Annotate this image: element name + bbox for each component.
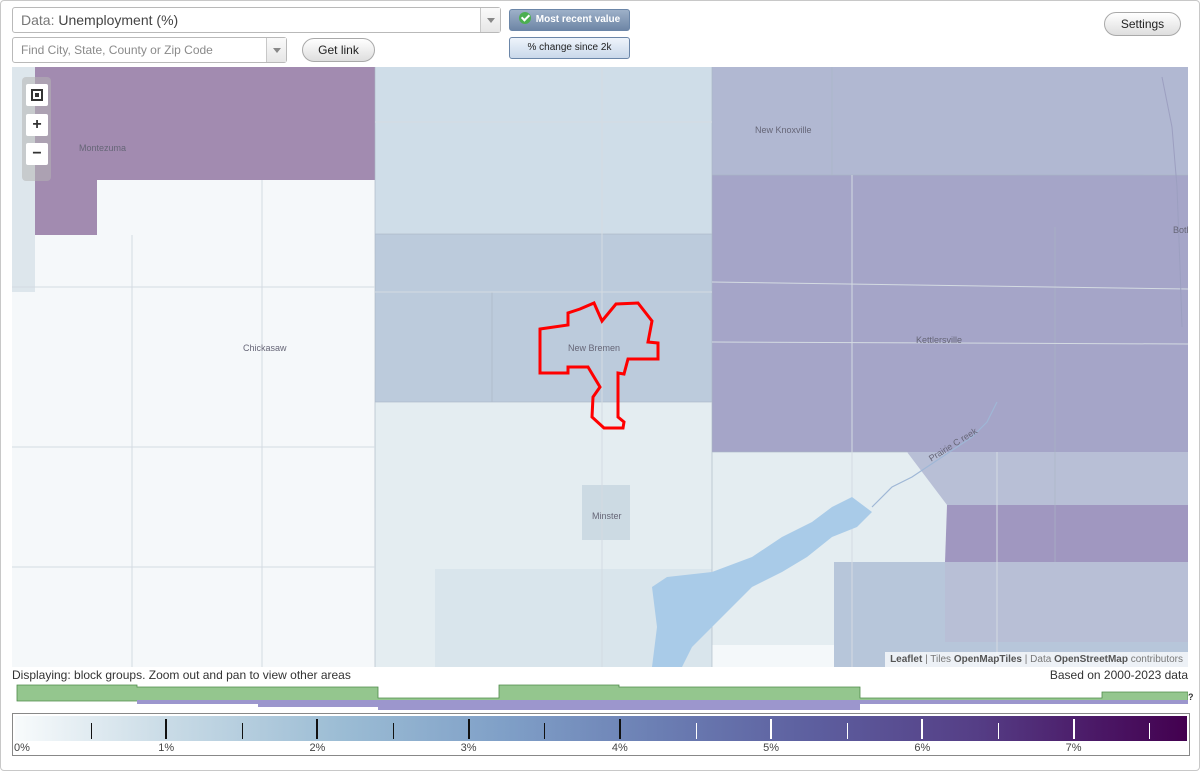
reservoir-water bbox=[652, 497, 872, 667]
scale-tick-major bbox=[1072, 719, 1075, 739]
pct-change-toggle[interactable]: % change since 2k bbox=[509, 37, 630, 59]
scale-tick-minor bbox=[90, 723, 92, 739]
zoom-controls: + − bbox=[22, 77, 51, 181]
scale-tick-label: 4% bbox=[611, 742, 628, 754]
get-link-button[interactable]: Get link bbox=[302, 38, 375, 62]
scale-tick-major bbox=[770, 719, 773, 739]
block-group-north-central bbox=[375, 67, 712, 234]
scale-tick-label: 6% bbox=[914, 742, 931, 754]
distribution-histogram bbox=[16, 684, 1188, 710]
scale-tick-label: 0% bbox=[14, 742, 30, 754]
zoom-out-button[interactable]: − bbox=[26, 143, 48, 165]
fullscreen-icon bbox=[31, 89, 43, 101]
minster-block bbox=[582, 485, 630, 540]
data-range-note: Based on 2000-2023 data bbox=[1049, 668, 1188, 682]
scale-tick-minor bbox=[393, 723, 395, 739]
place-label: Kettlersville bbox=[916, 335, 963, 345]
data-select[interactable]: Data: Unemployment (%) bbox=[12, 7, 501, 33]
color-scale: 0% 1% 2% 3% 4% 5% 6% 7% bbox=[12, 713, 1190, 756]
map-attribution: Leaflet | Tiles OpenMapTiles | Data Open… bbox=[885, 652, 1188, 667]
scale-tick-major bbox=[467, 719, 470, 739]
osm-link[interactable]: OpenStreetMap bbox=[1054, 654, 1128, 665]
scale-tick-major bbox=[165, 719, 168, 739]
checkmark-icon bbox=[518, 12, 531, 24]
creek-water bbox=[871, 401, 998, 508]
chevron-down-icon[interactable] bbox=[266, 38, 286, 62]
zoom-in-button[interactable]: + bbox=[26, 114, 48, 136]
block-group-southeast-lower bbox=[945, 562, 1188, 642]
block-group-new-bremen bbox=[375, 234, 712, 402]
scale-tick-minor bbox=[544, 723, 546, 739]
new-bremen-outline bbox=[538, 301, 660, 430]
map-canvas bbox=[12, 67, 1188, 667]
scale-tick-label: 2% bbox=[309, 742, 326, 754]
block-group-new-knoxville bbox=[712, 67, 1188, 175]
block-group-kettlersville bbox=[712, 175, 1188, 452]
scale-tick-label: 7% bbox=[1065, 742, 1082, 754]
place-label: Minster bbox=[592, 511, 622, 521]
scale-tick-major bbox=[921, 719, 924, 739]
scale-tick-minor bbox=[1149, 723, 1151, 739]
scale-tick-major bbox=[618, 719, 621, 739]
scale-tick-minor bbox=[997, 723, 999, 739]
block-group-south bbox=[435, 569, 712, 667]
tiles-link[interactable]: OpenMapTiles bbox=[953, 654, 1022, 665]
chevron-down-icon[interactable] bbox=[480, 8, 500, 32]
leaflet-link[interactable]: Leaflet bbox=[890, 654, 923, 665]
settings-button[interactable]: Settings bbox=[1104, 12, 1181, 36]
fullscreen-button[interactable] bbox=[26, 84, 48, 106]
location-search[interactable] bbox=[12, 37, 287, 63]
display-status: Displaying: block groups. Zoom out and p… bbox=[12, 668, 351, 682]
scale-tick-label: 3% bbox=[460, 742, 477, 754]
scale-tick-major bbox=[316, 719, 319, 739]
color-gradient bbox=[15, 716, 1187, 741]
place-label: New Bremen bbox=[568, 343, 621, 353]
block-group-montezuma bbox=[35, 67, 375, 235]
block-group-east-strip bbox=[907, 452, 1188, 505]
data-select-text: Data: Unemployment (%) bbox=[21, 12, 179, 28]
unknown-marker: ? bbox=[1188, 692, 1194, 702]
scale-tick-label: 5% bbox=[763, 742, 780, 754]
data-select-value: Unemployment (%) bbox=[58, 12, 179, 28]
most-recent-toggle[interactable]: Most recent value bbox=[509, 9, 630, 31]
block-group-south-east-corner bbox=[834, 562, 1188, 667]
place-label: New Knoxville bbox=[755, 125, 812, 135]
scale-tick-minor bbox=[695, 723, 697, 739]
block-group-southeast bbox=[945, 505, 1188, 562]
search-input[interactable] bbox=[13, 38, 267, 62]
map-view[interactable]: Montezuma New Knoxville Botkin Chickasaw… bbox=[12, 67, 1188, 667]
scale-tick-minor bbox=[846, 723, 848, 739]
place-label: Botkin bbox=[1173, 225, 1188, 235]
scale-tick-minor bbox=[241, 723, 243, 739]
scale-tick-label: 1% bbox=[158, 742, 175, 754]
most-recent-label: Most recent value bbox=[535, 14, 621, 25]
place-label: Montezuma bbox=[79, 143, 127, 153]
place-label: Chickasaw bbox=[243, 343, 287, 353]
